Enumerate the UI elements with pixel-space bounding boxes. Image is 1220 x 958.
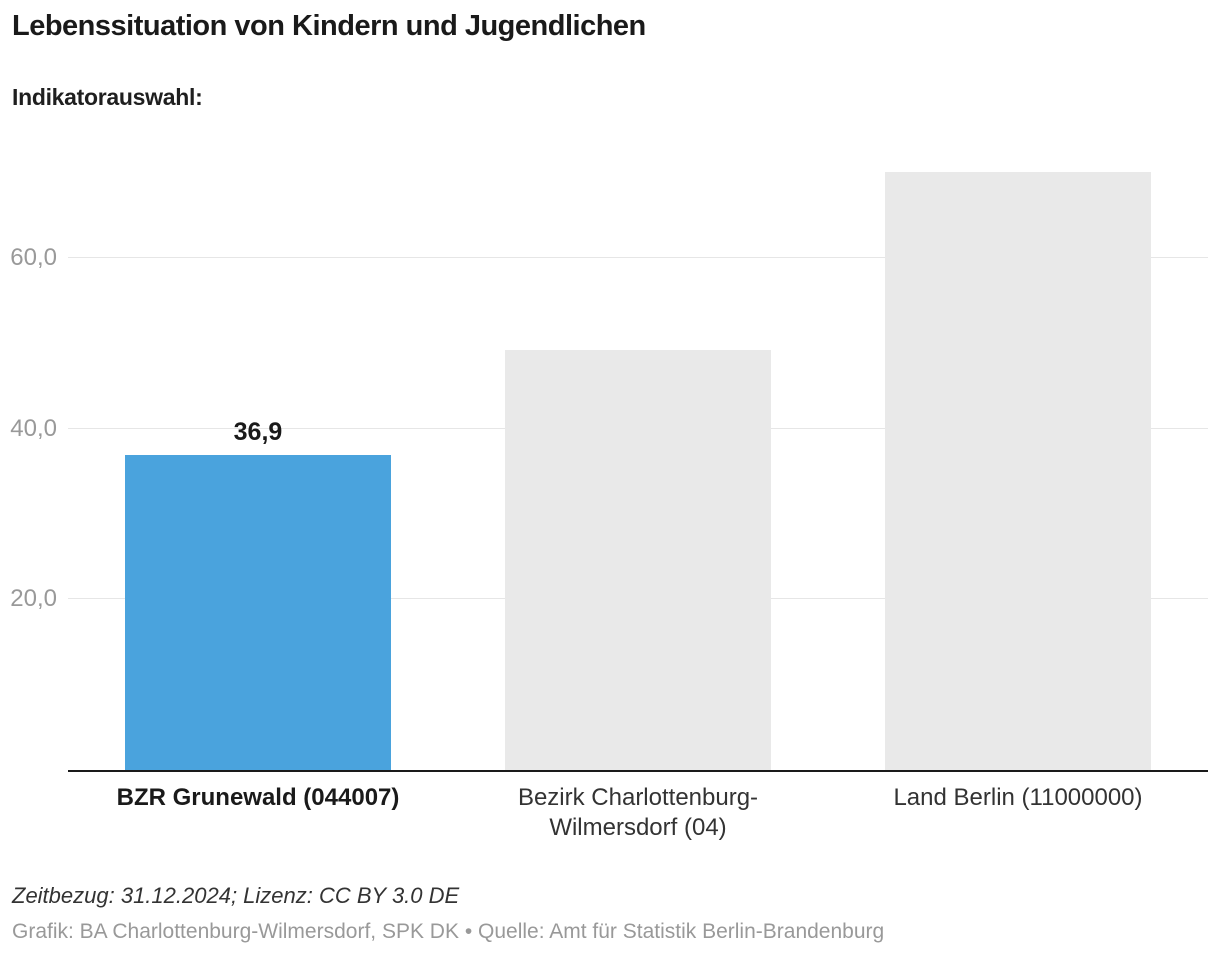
bar-value-label: 36,9 <box>233 418 283 447</box>
x-tick-label-land-berlin: Land Berlin (11000000) <box>893 784 1143 811</box>
x-tick-label-bzr-grunewald: BZR Grunewald (044007) <box>116 784 400 811</box>
bar-bezirk-charlottenburg-wilmersdorf[interactable] <box>505 349 771 770</box>
x-axis-line <box>68 770 1208 772</box>
footer-credits: Grafik: BA Charlottenburg-Wilmersdorf, S… <box>12 920 885 943</box>
y-tick-label-40: 40,0 <box>10 414 57 442</box>
bar-slot-land-berlin <box>828 145 1208 770</box>
x-tick-label-bezirk-charlottenburg-wilmersdorf: Bezirk Charlottenburg- Wilmersdorf (04) <box>517 784 759 841</box>
y-tick-label-60: 60,0 <box>10 244 57 272</box>
plot-area: 20,0 40,0 60,0 36,9 <box>10 145 1208 772</box>
footer-zeitbezug: Zeitbezug: 31.12.2024; Lizenz: CC BY 3.0… <box>12 883 460 908</box>
bar-bzr-grunewald[interactable] <box>125 455 391 770</box>
bar-slot-bzr-grunewald: 36,9 <box>68 145 448 770</box>
bar-slot-bezirk-charlottenburg-wilmersdorf <box>448 145 828 770</box>
indicator-select-label: Indikatorauswahl: <box>12 84 203 110</box>
bar-land-berlin[interactable] <box>885 172 1151 770</box>
chart-title: Lebenssituation von Kindern und Jugendli… <box>12 10 646 42</box>
gridline-60 <box>68 257 1208 259</box>
y-tick-label-20: 20,0 <box>10 585 57 613</box>
